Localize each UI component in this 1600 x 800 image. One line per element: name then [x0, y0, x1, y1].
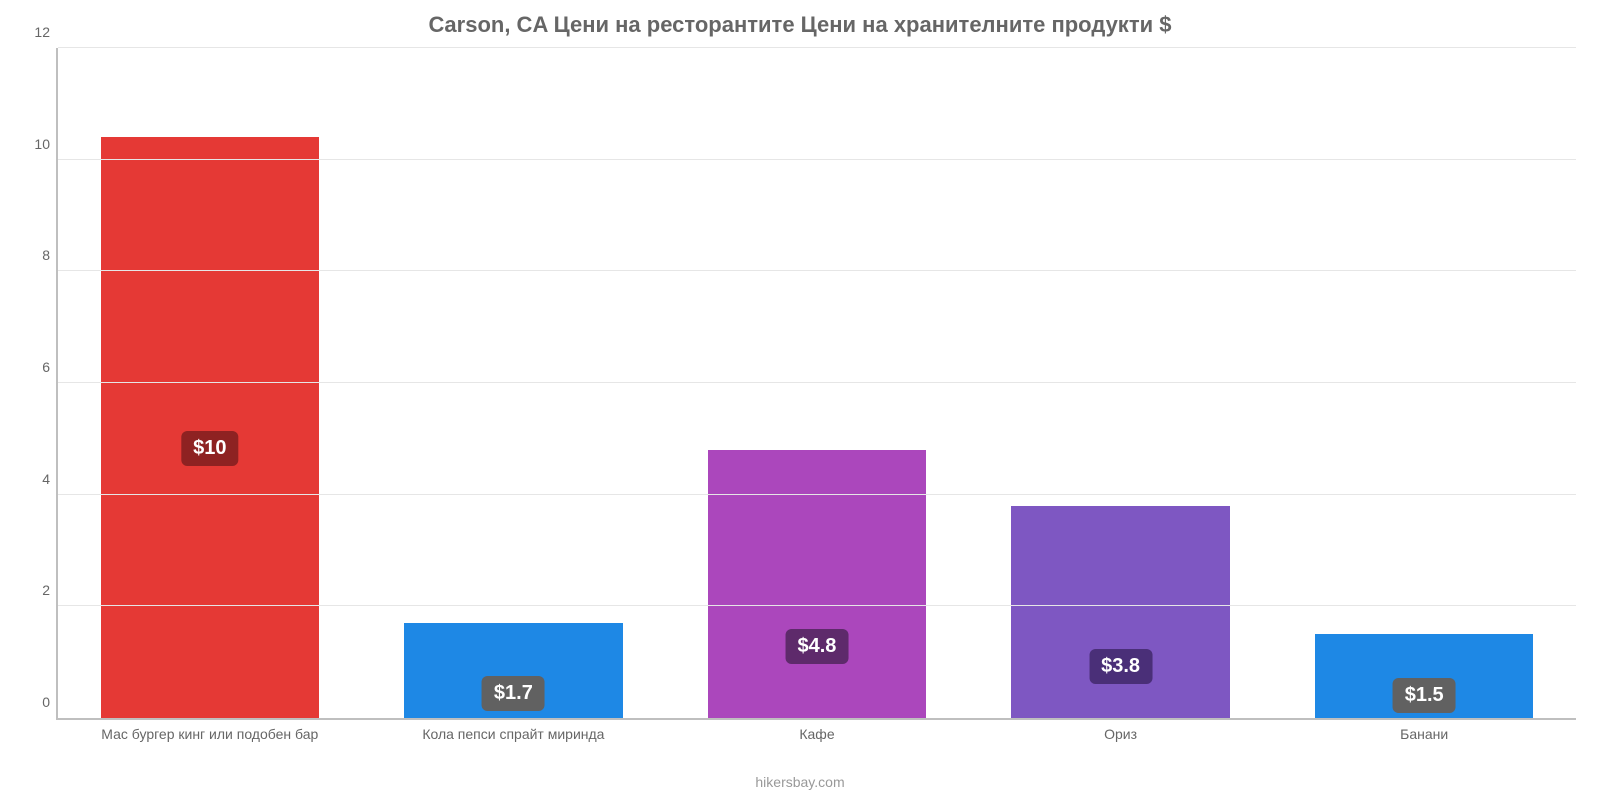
y-tick-label: 2 — [42, 582, 58, 598]
gridline — [58, 159, 1576, 160]
plot-area: $10Мас бургер кинг или подобен бар$1.7Ко… — [56, 48, 1576, 720]
bar: $1.5 — [1315, 634, 1534, 718]
bar: $4.8 — [708, 450, 927, 718]
bar: $3.8 — [1011, 506, 1230, 718]
bars-container: $10Мас бургер кинг или подобен бар$1.7Ко… — [58, 48, 1576, 718]
gridline — [58, 382, 1576, 383]
gridline — [58, 270, 1576, 271]
bar-slot: $1.7Кола пепси спрайт миринда — [362, 48, 666, 718]
value-label: $10 — [181, 431, 238, 466]
y-tick-label: 12 — [34, 24, 58, 40]
bar-slot: $4.8Кафе — [665, 48, 969, 718]
y-tick-label: 4 — [42, 471, 58, 487]
x-category-label: Кола пепси спрайт миринда — [422, 726, 604, 742]
bar-slot: $3.8Ориз — [969, 48, 1273, 718]
attribution-text: hikersbay.com — [0, 774, 1600, 790]
y-tick-label: 10 — [34, 136, 58, 152]
price-bar-chart: Carson, CA Цени на ресторантите Цени на … — [0, 0, 1600, 800]
bar-slot: $10Мас бургер кинг или подобен бар — [58, 48, 362, 718]
gridline — [58, 605, 1576, 606]
value-label: $4.8 — [786, 629, 849, 664]
value-label: $3.8 — [1089, 649, 1152, 684]
x-category-label: Банани — [1400, 726, 1448, 742]
bar-slot: $1.5Банани — [1272, 48, 1576, 718]
x-category-label: Ориз — [1104, 726, 1137, 742]
x-category-label: Мас бургер кинг или подобен бар — [101, 726, 318, 742]
chart-title: Carson, CA Цени на ресторантите Цени на … — [0, 12, 1600, 38]
value-label: $1.7 — [482, 676, 545, 711]
bar: $1.7 — [404, 623, 623, 718]
y-tick-label: 0 — [42, 694, 58, 710]
x-category-label: Кафе — [799, 726, 834, 742]
y-tick-label: 6 — [42, 359, 58, 375]
value-label: $1.5 — [1393, 678, 1456, 713]
bar: $10 — [101, 137, 320, 718]
y-tick-label: 8 — [42, 247, 58, 263]
gridline — [58, 47, 1576, 48]
gridline — [58, 494, 1576, 495]
